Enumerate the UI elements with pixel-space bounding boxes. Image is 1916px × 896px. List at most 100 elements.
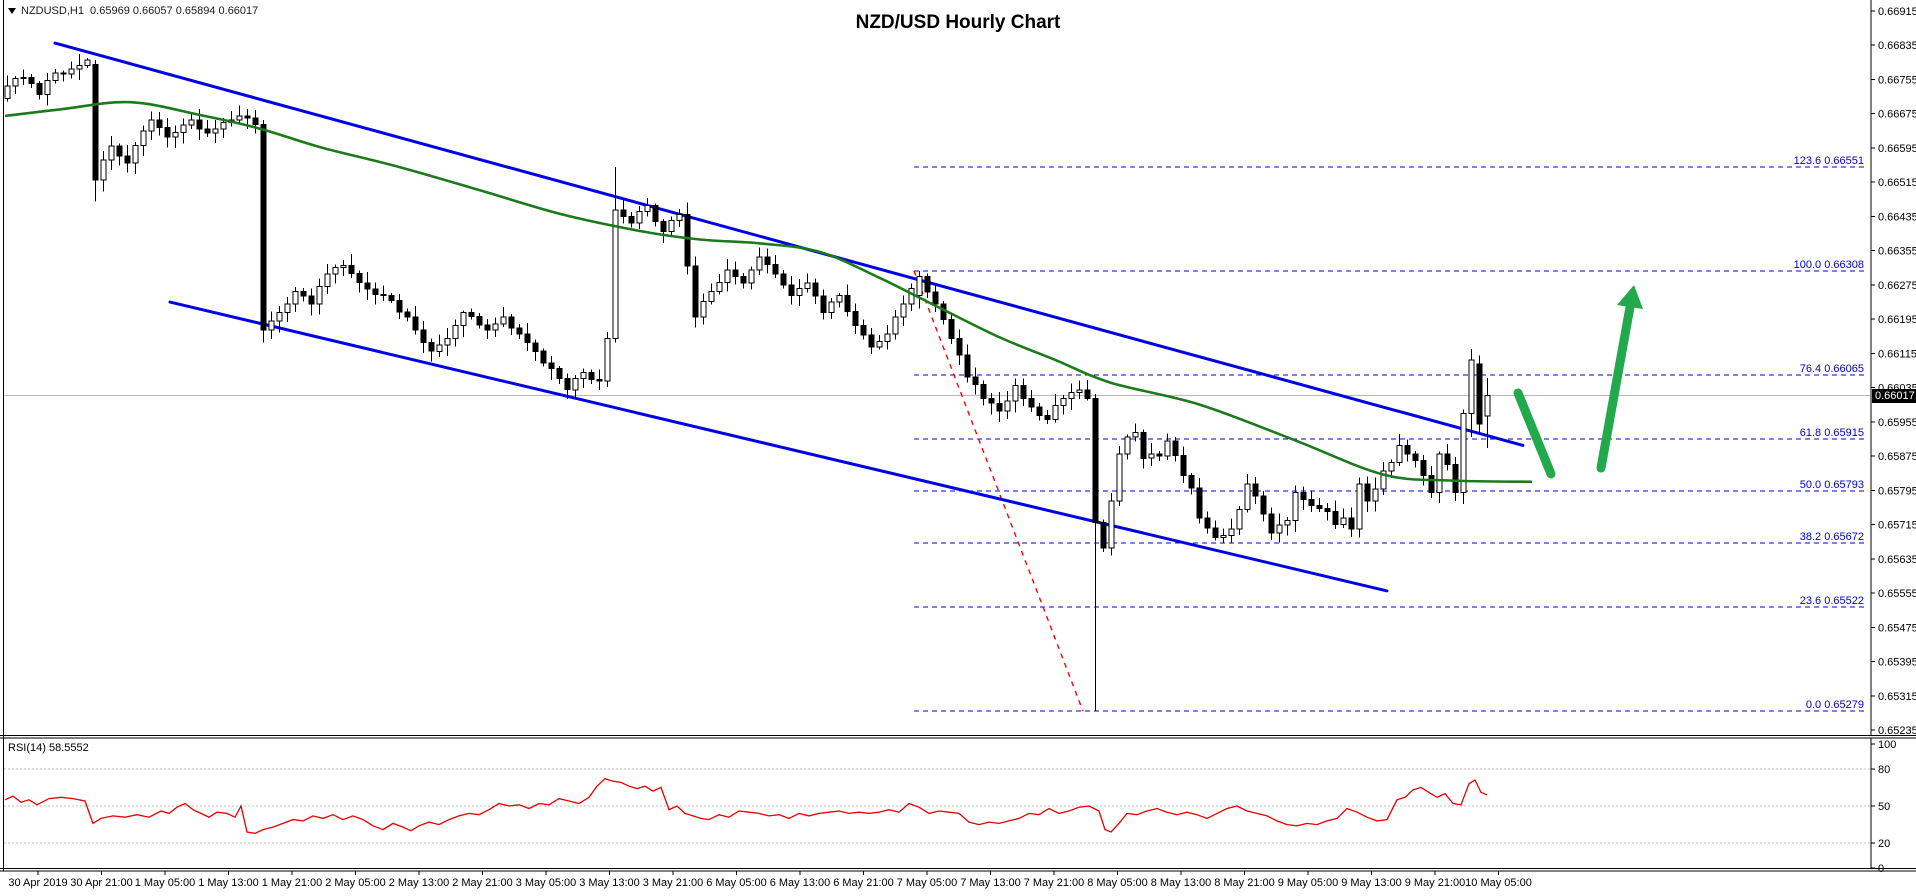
price-axis-tick-label: 0.65315 xyxy=(1878,691,1916,703)
candle-bull xyxy=(1396,444,1403,463)
candle-bear xyxy=(956,337,963,356)
candle-bull xyxy=(908,288,915,305)
price-axis-tick-label: 0.65555 xyxy=(1878,588,1916,600)
candle-bull xyxy=(644,205,651,213)
moving-average-line xyxy=(4,100,1533,484)
time-axis-label: 30 Apr 2019 xyxy=(8,877,67,889)
candle-bull xyxy=(708,290,715,303)
candle-bear xyxy=(620,209,627,218)
candle-bear xyxy=(1036,406,1043,417)
candle-bull xyxy=(668,219,675,232)
candle-bull xyxy=(268,320,275,331)
fib-trendline xyxy=(913,270,1084,712)
candle-bear xyxy=(484,324,491,331)
candle-bear xyxy=(852,311,859,327)
candle-bull xyxy=(284,303,291,314)
candle-bear xyxy=(468,312,475,318)
candle-bear xyxy=(1412,453,1419,461)
candle-bull xyxy=(1228,528,1235,537)
candle-bear xyxy=(964,354,971,378)
candle-bear xyxy=(740,276,747,284)
symbol-dropdown-icon[interactable] xyxy=(8,8,16,14)
upper-channel-line xyxy=(53,41,1525,447)
candle-bear xyxy=(388,295,395,301)
candle-bull xyxy=(436,344,443,352)
candle-bear xyxy=(1196,487,1203,519)
time-axis-label: 9 May 05:00 xyxy=(1278,877,1339,889)
bullish-arrow-check-stroke xyxy=(1513,388,1556,479)
price-axis-tick-label: 0.66115 xyxy=(1878,348,1916,360)
candle-bear xyxy=(1252,483,1259,497)
candle-bull xyxy=(1484,394,1491,417)
price-axis-tick-label: 0.66275 xyxy=(1878,280,1916,292)
time-axis-label: 2 May 05:00 xyxy=(325,877,386,889)
candle-bull xyxy=(1244,483,1251,510)
candle-bear xyxy=(92,64,99,181)
candle-bear xyxy=(1452,464,1459,494)
candle-bear xyxy=(692,265,699,318)
candle-bear xyxy=(1212,527,1219,538)
candle-bear xyxy=(548,362,555,369)
rsi-axis-tick-label: 80 xyxy=(1878,764,1890,776)
candle-bull xyxy=(20,76,27,79)
candle-bull xyxy=(100,159,107,181)
price-axis-tick-label: 0.66755 xyxy=(1878,74,1916,86)
candle-bull xyxy=(4,85,11,100)
time-axis-label: 1 May 21:00 xyxy=(262,877,323,889)
candle-bull xyxy=(916,275,923,297)
candle-bull xyxy=(636,211,643,224)
price-axis-tick-label: 0.66195 xyxy=(1878,314,1916,326)
candle-bear xyxy=(28,76,35,84)
time-axis-label: 7 May 21:00 xyxy=(1024,877,1085,889)
candle-bull xyxy=(212,128,219,134)
candle-bull xyxy=(1164,440,1171,457)
time-axis-label: 1 May 05:00 xyxy=(135,877,196,889)
candle-bear xyxy=(124,155,131,164)
candle-bull xyxy=(1108,500,1115,549)
price-axis-tick-label: 0.66515 xyxy=(1878,177,1916,189)
candle-bull xyxy=(452,325,459,339)
time-axis-label: 8 May 21:00 xyxy=(1214,877,1275,889)
time-axis-label: 3 May 21:00 xyxy=(643,877,704,889)
candle-bear xyxy=(1348,517,1355,530)
candle-bull xyxy=(900,303,907,318)
candle-bear xyxy=(508,316,515,329)
candle-bull xyxy=(444,337,451,346)
candle-bear xyxy=(1404,444,1411,455)
price-axis-tick-label: 0.65475 xyxy=(1878,622,1916,634)
candle-bear xyxy=(524,333,531,344)
candle-bear xyxy=(772,264,779,275)
candle-bear xyxy=(732,269,739,278)
candle-bull xyxy=(1148,453,1155,459)
candle-bear xyxy=(308,295,315,305)
candle-bear xyxy=(948,318,955,339)
rsi-line xyxy=(4,777,1488,834)
candle-bull xyxy=(716,282,723,292)
candle-bear xyxy=(844,295,851,313)
candle-bear xyxy=(404,311,411,318)
price-axis-tick-label: 0.65875 xyxy=(1878,451,1916,463)
candle-bear xyxy=(1444,453,1451,466)
candle-bull xyxy=(44,80,51,95)
candle-bull xyxy=(1132,432,1139,438)
candle-bull xyxy=(1468,359,1475,414)
candle-bull xyxy=(1004,400,1011,412)
candle-bear xyxy=(532,342,539,352)
symbol-ohlc-readout: NZDUSD,H1 0.65969 0.66057 0.65894 0.6601… xyxy=(8,5,258,17)
candle-bear xyxy=(1020,385,1027,400)
candle-bear xyxy=(780,273,787,286)
price-axis-tick-label: 0.66915 xyxy=(1878,6,1916,18)
candle-bull xyxy=(1436,453,1443,493)
candle-bear xyxy=(1156,453,1163,457)
candle-bull xyxy=(1388,462,1395,472)
price-axis-tick-label: 0.65715 xyxy=(1878,520,1916,532)
candle-bull xyxy=(108,145,115,161)
candle-bear xyxy=(1092,397,1099,523)
candle-bull xyxy=(1124,436,1131,455)
candle-bear xyxy=(1300,492,1307,500)
time-axis-label: 7 May 05:00 xyxy=(897,877,958,889)
candle-bear xyxy=(540,350,547,364)
candle-bear xyxy=(812,282,819,297)
